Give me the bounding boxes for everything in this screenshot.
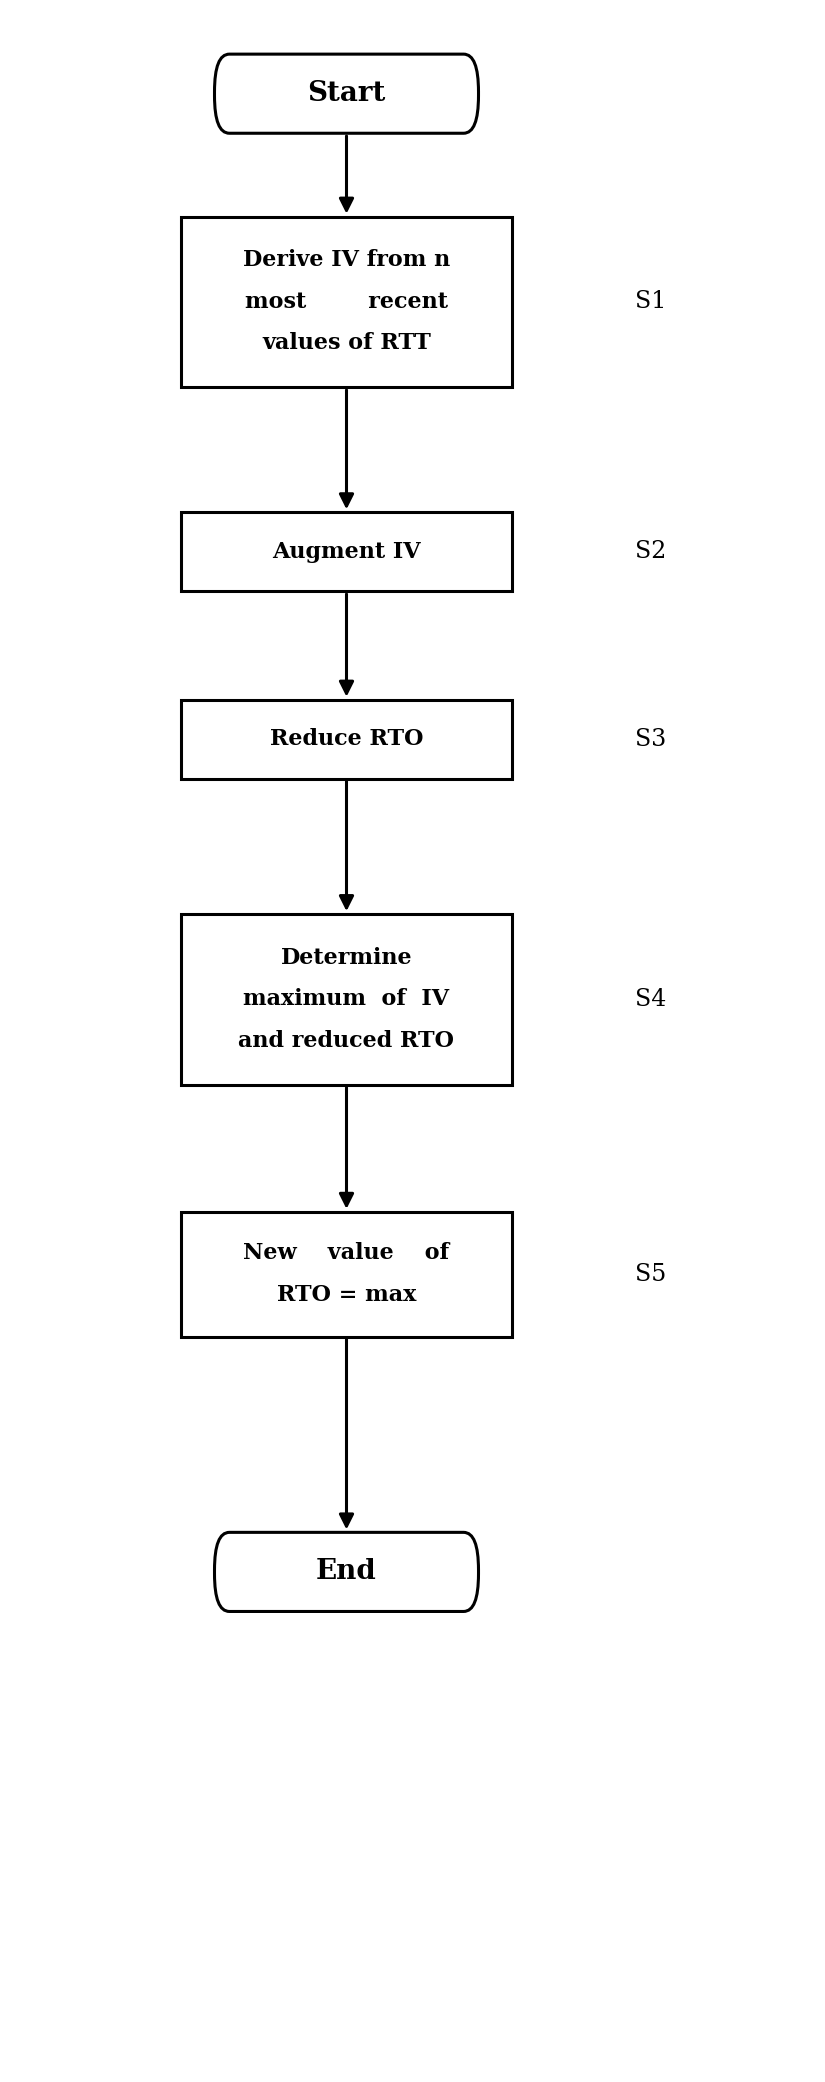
Text: End: End bbox=[316, 1559, 377, 1584]
Text: S3: S3 bbox=[635, 727, 667, 752]
Text: and reduced RTO: and reduced RTO bbox=[238, 1031, 455, 1051]
Text: Reduce RTO: Reduce RTO bbox=[270, 729, 423, 750]
Text: Determine: Determine bbox=[280, 947, 412, 968]
Bar bbox=[182, 512, 512, 591]
Bar bbox=[182, 217, 512, 387]
Text: most        recent: most recent bbox=[245, 291, 448, 312]
Text: values of RTT: values of RTT bbox=[262, 333, 431, 354]
Text: Augment IV: Augment IV bbox=[272, 541, 421, 562]
Text: S5: S5 bbox=[635, 1262, 667, 1287]
Text: Start: Start bbox=[307, 81, 386, 106]
Text: maximum  of  IV: maximum of IV bbox=[243, 989, 450, 1010]
Bar bbox=[182, 914, 512, 1085]
FancyBboxPatch shape bbox=[214, 1532, 478, 1611]
Text: S2: S2 bbox=[635, 539, 667, 564]
Text: S4: S4 bbox=[635, 987, 667, 1012]
Text: RTO = max: RTO = max bbox=[277, 1285, 416, 1305]
Bar bbox=[182, 1212, 512, 1337]
Bar bbox=[182, 700, 512, 779]
Text: Derive IV from n: Derive IV from n bbox=[243, 250, 450, 271]
Text: New    value    of: New value of bbox=[243, 1243, 450, 1264]
FancyBboxPatch shape bbox=[214, 54, 478, 133]
Text: S1: S1 bbox=[635, 289, 667, 314]
